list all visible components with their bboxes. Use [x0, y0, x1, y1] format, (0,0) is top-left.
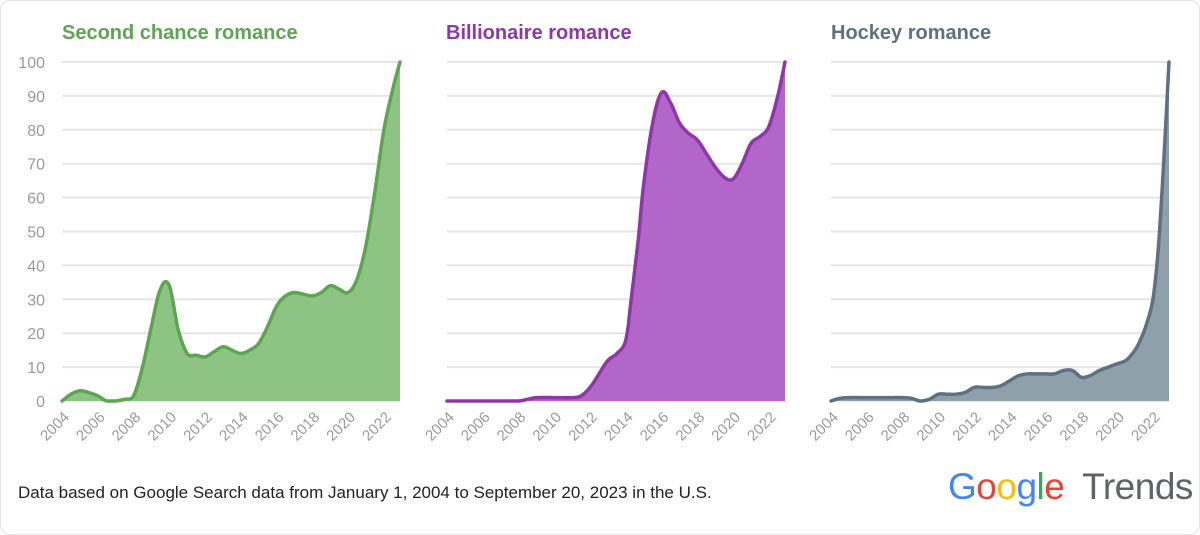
x-tick-label: 2008: [494, 409, 530, 445]
series-area-2: [831, 62, 1169, 401]
y-tick-label: 70: [27, 157, 45, 174]
chart-title-second-chance: Second chance romance: [62, 22, 298, 44]
x-tick-label: 2010: [914, 409, 950, 445]
x-tick-label: 2016: [1021, 409, 1057, 445]
series-line-2: [829, 60, 1171, 403]
x-tick-label: 2008: [878, 409, 914, 445]
x-tick-label: 2014: [216, 409, 252, 445]
y-tick-label: 90: [27, 89, 45, 106]
series-area-0: [62, 62, 400, 401]
x-tick-label: 2014: [985, 409, 1021, 445]
logo-letter-o2: o: [996, 466, 1017, 507]
chart-title-hockey: Hockey romance: [831, 22, 992, 44]
x-tick-label: 2014: [601, 409, 637, 445]
y-tick-label: 40: [27, 258, 45, 275]
series-line-0: [60, 60, 402, 403]
data-source-footnote: Data based on Google Search data from Ja…: [18, 483, 712, 502]
chart-title-billionaire: Billionaire romance: [446, 22, 632, 44]
x-tick-label: 2012: [949, 409, 985, 445]
x-tick-label: 2016: [637, 409, 673, 445]
x-tick-label: 2010: [530, 409, 566, 445]
y-tick-label: 50: [27, 225, 45, 242]
x-tick-label: 2018: [673, 409, 709, 445]
x-tick-label: 2022: [744, 409, 780, 445]
x-tick-label: 2008: [109, 409, 145, 445]
x-tick-label: 2020: [1092, 409, 1128, 445]
logo-letter-g2: g: [1016, 466, 1037, 507]
logo-letter-l: l: [1036, 466, 1045, 507]
x-tick-label: 2006: [73, 409, 109, 445]
x-tick-label: 2012: [180, 409, 216, 445]
x-tick-label: 2020: [708, 409, 744, 445]
logo-letter-e: e: [1044, 466, 1065, 507]
x-tick-label: 2020: [323, 409, 359, 445]
x-tick-label: 2012: [565, 409, 601, 445]
x-tick-label: 2022: [1128, 409, 1164, 445]
y-tick-label: 30: [27, 292, 45, 309]
x-tick-label: 2018: [1057, 409, 1093, 445]
y-tick-label: 10: [27, 360, 45, 377]
x-tick-label: 2022: [359, 409, 395, 445]
x-tick-label: 2004: [422, 409, 458, 445]
x-tick-label: 2010: [145, 409, 181, 445]
x-tick-label: 2016: [252, 409, 288, 445]
logo-letter-g1: G: [948, 466, 977, 507]
y-tick-label: 100: [18, 55, 45, 72]
series-line-1: [445, 60, 787, 403]
x-tick-label: 2004: [806, 409, 842, 445]
google-wordmark: Google: [948, 466, 1074, 507]
x-tick-label: 2006: [458, 409, 494, 445]
x-tick-label: 2018: [288, 409, 324, 445]
x-tick-label: 2004: [37, 409, 73, 445]
y-tick-label: 80: [27, 123, 45, 140]
logo-letter-o1: o: [976, 466, 997, 507]
y-tick-label: 0: [36, 394, 45, 411]
y-tick-label: 20: [27, 326, 45, 343]
trends-wordmark: Trends: [1082, 466, 1193, 507]
x-tick-label: 2006: [842, 409, 878, 445]
y-tick-label: 60: [27, 191, 45, 208]
google-trends-logo: Google Trends: [948, 466, 1193, 508]
